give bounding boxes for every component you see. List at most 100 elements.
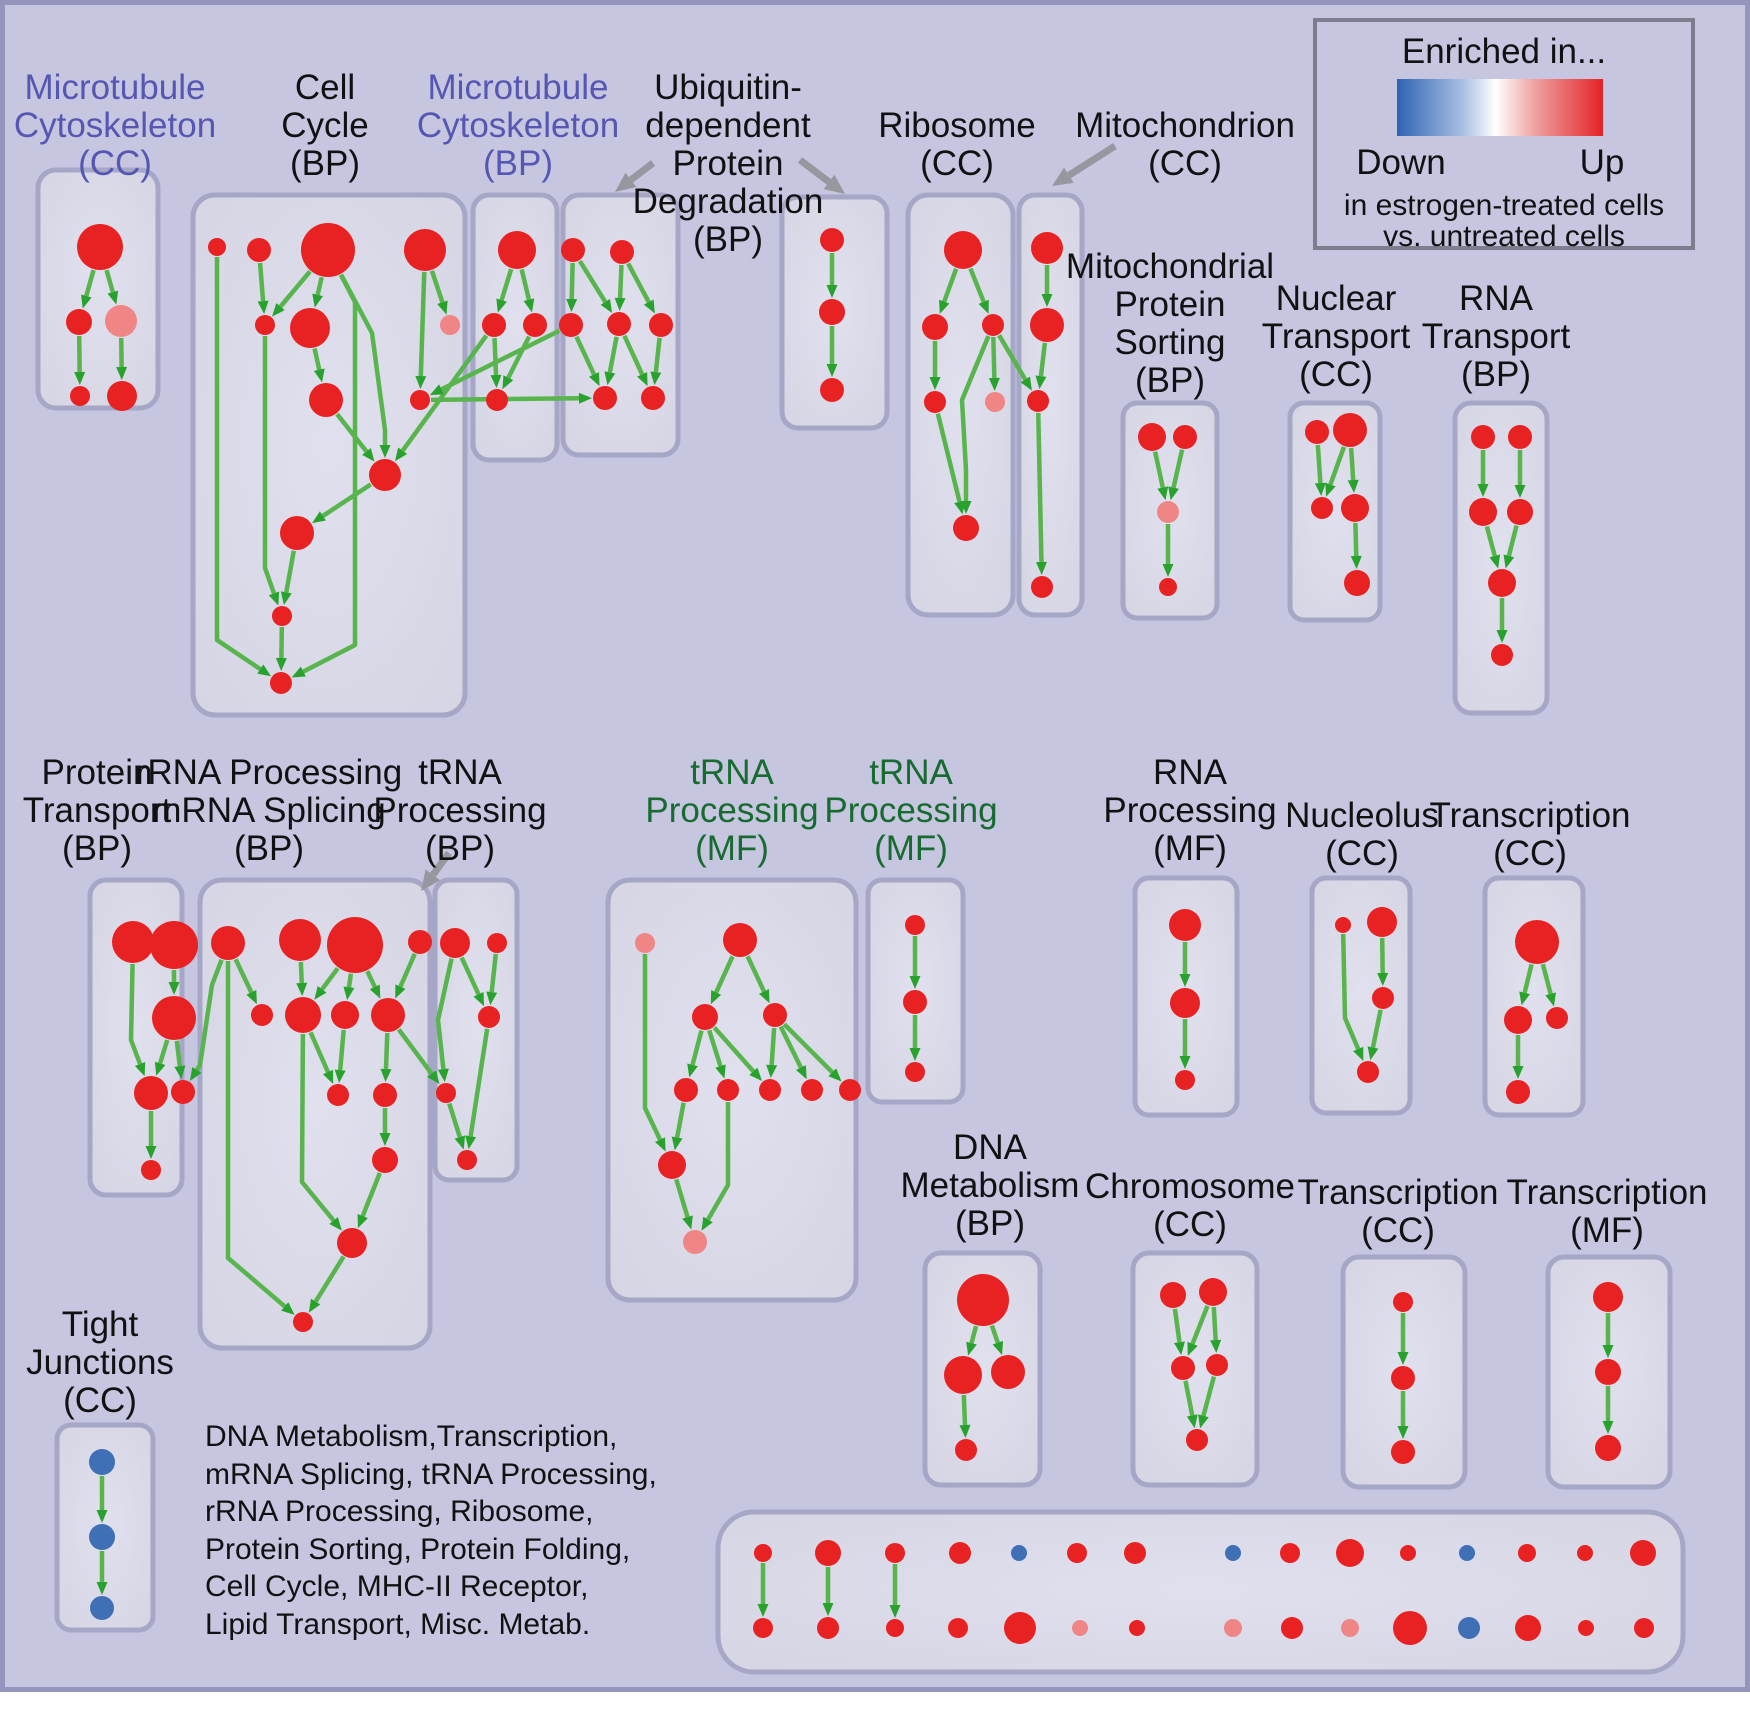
go-term-node-pt-4[interactable] <box>171 1080 195 1104</box>
go-term-node-ribosome-5[interactable] <box>953 515 979 541</box>
go-term-node-mt-cc-2[interactable] <box>105 305 137 337</box>
go-term-node-misc-3[interactable] <box>949 1542 971 1564</box>
go-term-node-mt-cc-4[interactable] <box>107 381 137 411</box>
go-term-node-nucleolus-1[interactable] <box>1367 907 1397 937</box>
go-term-node-trna-mf1-5[interactable] <box>717 1079 739 1101</box>
go-term-node-rrna-6[interactable] <box>331 1001 359 1029</box>
go-term-node-nucleolus-3[interactable] <box>1357 1061 1379 1083</box>
go-term-node-mt-cc-3[interactable] <box>70 386 90 406</box>
go-term-node-rrna-0[interactable] <box>211 926 245 960</box>
go-term-node-tight-j-1[interactable] <box>89 1524 115 1550</box>
go-term-node-rrna-9[interactable] <box>373 1083 397 1107</box>
go-term-node-nt-0[interactable] <box>1305 420 1329 444</box>
go-term-node-mito-0[interactable] <box>1031 232 1063 264</box>
go-term-node-ub-left-4[interactable] <box>649 313 673 337</box>
go-term-node-tr-mf-1[interactable] <box>1595 1359 1621 1385</box>
go-term-node-cell-cycle-11[interactable] <box>272 606 292 626</box>
go-term-node-mt-bp-0[interactable] <box>498 231 536 269</box>
go-term-node-trna-mf1-9[interactable] <box>658 1151 686 1179</box>
go-term-node-tr-cc-mid-0[interactable] <box>1515 920 1559 964</box>
go-term-node-dna-met-2[interactable] <box>991 1355 1025 1389</box>
go-term-node-misc-6[interactable] <box>1124 1542 1146 1564</box>
go-term-node-misc-17[interactable] <box>886 1619 904 1637</box>
go-term-node-trna-bp-4[interactable] <box>457 1150 477 1170</box>
go-term-node-ub-left-0[interactable] <box>561 238 585 262</box>
go-term-node-cell-cycle-10[interactable] <box>280 516 314 550</box>
go-term-node-misc-14[interactable] <box>1630 1540 1656 1566</box>
go-term-node-rnap-mf-0[interactable] <box>1169 909 1201 941</box>
go-term-node-misc-4[interactable] <box>1011 1545 1027 1561</box>
go-term-node-rrna-12[interactable] <box>293 1312 313 1332</box>
go-term-node-trna-bp-0[interactable] <box>440 928 470 958</box>
go-term-node-cell-cycle-5[interactable] <box>290 308 330 348</box>
go-term-node-trna-mf1-8[interactable] <box>839 1079 861 1101</box>
go-term-node-misc-13[interactable] <box>1577 1545 1593 1561</box>
go-term-node-trna-mf1-10[interactable] <box>683 1230 707 1254</box>
go-term-node-misc-15[interactable] <box>753 1618 773 1638</box>
go-term-node-mito-3[interactable] <box>1031 576 1053 598</box>
go-term-node-trna-mf1-1[interactable] <box>723 923 757 957</box>
go-term-node-misc-26[interactable] <box>1458 1617 1480 1639</box>
go-term-node-rrna-3[interactable] <box>408 930 432 954</box>
go-term-node-misc-23[interactable] <box>1281 1617 1303 1639</box>
go-term-node-ub-right-1[interactable] <box>819 299 845 325</box>
go-term-node-misc-10[interactable] <box>1400 1545 1416 1561</box>
go-term-node-cell-cycle-2[interactable] <box>301 223 355 277</box>
go-term-node-misc-19[interactable] <box>1004 1612 1036 1644</box>
go-term-node-ub-left-6[interactable] <box>641 386 665 410</box>
go-term-node-rrna-2[interactable] <box>327 917 383 973</box>
go-term-node-rnap-mf-2[interactable] <box>1175 1070 1195 1090</box>
go-term-node-mito-1[interactable] <box>1030 308 1064 342</box>
go-term-node-ub-left-3[interactable] <box>607 312 631 336</box>
go-term-node-trna-bp-1[interactable] <box>487 933 507 953</box>
go-term-node-misc-9[interactable] <box>1336 1539 1364 1567</box>
go-term-node-misc-7[interactable] <box>1225 1545 1241 1561</box>
go-term-node-tr-cc-bot-2[interactable] <box>1391 1440 1415 1464</box>
go-term-node-trna-mf1-0[interactable] <box>635 933 655 953</box>
go-term-node-misc-8[interactable] <box>1280 1543 1300 1563</box>
go-term-node-misc-25[interactable] <box>1393 1611 1427 1645</box>
go-term-node-nucleolus-2[interactable] <box>1372 987 1394 1009</box>
go-term-node-mt-cc-1[interactable] <box>66 309 92 335</box>
go-term-node-tight-j-2[interactable] <box>90 1596 114 1620</box>
go-term-node-ribosome-2[interactable] <box>982 314 1004 336</box>
go-term-node-mt-bp-3[interactable] <box>486 389 508 411</box>
go-term-node-mps-1[interactable] <box>1173 425 1197 449</box>
go-term-node-tr-cc-mid-1[interactable] <box>1504 1006 1532 1034</box>
go-term-node-nt-2[interactable] <box>1311 497 1333 519</box>
go-term-node-cell-cycle-8[interactable] <box>410 390 430 410</box>
go-term-node-rnat-2[interactable] <box>1469 498 1497 526</box>
go-term-node-misc-0[interactable] <box>754 1544 772 1562</box>
go-term-node-rrna-11[interactable] <box>337 1228 367 1258</box>
go-term-node-pt-3[interactable] <box>134 1076 168 1110</box>
go-term-node-ub-left-2[interactable] <box>559 313 583 337</box>
go-term-node-misc-21[interactable] <box>1129 1620 1145 1636</box>
go-term-node-dna-met-0[interactable] <box>957 1274 1009 1326</box>
go-term-node-chromosome-2[interactable] <box>1171 1356 1195 1380</box>
go-term-node-chromosome-0[interactable] <box>1160 1282 1186 1308</box>
go-term-node-tight-j-0[interactable] <box>89 1449 115 1475</box>
go-term-node-trna-mf2-2[interactable] <box>905 1062 925 1082</box>
go-term-node-rnat-3[interactable] <box>1507 499 1533 525</box>
go-term-node-cell-cycle-9[interactable] <box>369 459 401 491</box>
go-term-node-misc-22[interactable] <box>1224 1619 1242 1637</box>
go-term-node-mps-3[interactable] <box>1159 578 1177 596</box>
go-term-node-misc-18[interactable] <box>948 1618 968 1638</box>
go-term-node-trna-mf1-7[interactable] <box>801 1079 823 1101</box>
go-term-node-tr-cc-mid-3[interactable] <box>1506 1080 1530 1104</box>
go-term-node-pt-2[interactable] <box>152 996 196 1040</box>
go-term-node-rnat-1[interactable] <box>1508 425 1532 449</box>
go-term-node-nt-1[interactable] <box>1333 413 1367 447</box>
go-term-node-trna-mf1-3[interactable] <box>763 1003 787 1027</box>
go-term-node-ub-right-2[interactable] <box>820 378 844 402</box>
go-term-node-dna-met-3[interactable] <box>955 1439 977 1461</box>
go-term-node-dna-met-1[interactable] <box>944 1356 982 1394</box>
go-term-node-misc-29[interactable] <box>1634 1618 1654 1638</box>
go-term-node-cell-cycle-7[interactable] <box>309 383 343 417</box>
go-term-node-mt-bp-2[interactable] <box>523 313 547 337</box>
go-term-node-nucleolus-0[interactable] <box>1335 917 1351 933</box>
go-term-node-trna-mf1-2[interactable] <box>692 1004 718 1030</box>
go-term-node-ribosome-0[interactable] <box>944 231 982 269</box>
go-term-node-cell-cycle-12[interactable] <box>270 672 292 694</box>
go-term-node-ribosome-1[interactable] <box>922 314 948 340</box>
